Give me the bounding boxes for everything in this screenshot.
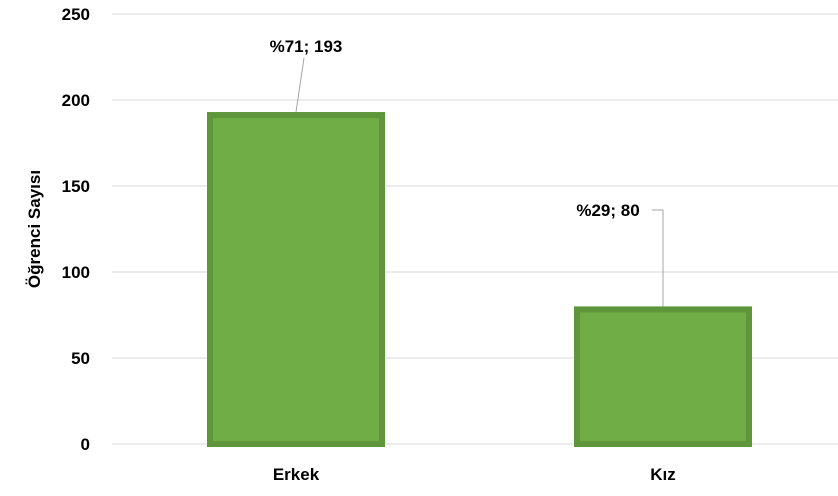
x-tick-label: Kız (650, 465, 676, 484)
data-label-leaders (295, 57, 664, 307)
y-tick-label: 250 (62, 5, 90, 24)
x-axis-ticks: Erkek Kız (273, 465, 676, 484)
y-tick-label: 200 (62, 91, 90, 110)
y-tick-label: 50 (71, 349, 90, 368)
bar-kız (574, 306, 752, 447)
x-tick-label: Erkek (273, 465, 320, 484)
y-tick-label: 150 (62, 177, 90, 196)
data-label: %29; 80 (576, 201, 639, 220)
y-tick-label: 0 (81, 435, 90, 454)
bars (207, 112, 752, 447)
leader-line (295, 57, 305, 113)
data-label: %71; 193 (270, 37, 343, 56)
leader-line (652, 209, 664, 307)
data-labels: %71; 193 %29; 80 (270, 37, 640, 220)
bar-erkek (207, 112, 385, 447)
y-tick-label: 100 (62, 263, 90, 282)
y-axis-label: Öğrenci Sayısı (25, 170, 44, 288)
y-axis-ticks: 0 50 100 150 200 250 (62, 5, 90, 454)
